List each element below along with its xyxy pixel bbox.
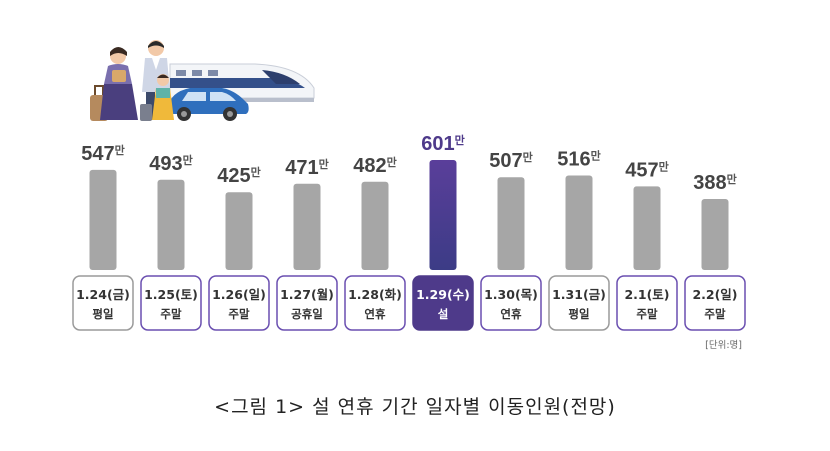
value-unit-7: 만 — [591, 149, 601, 163]
value-number-7: 516 — [557, 149, 590, 171]
value-label-3: 471만 — [285, 157, 329, 179]
value-number-5: 601 — [421, 133, 454, 155]
family-travel-illustration — [90, 40, 315, 121]
bar-1 — [157, 179, 185, 270]
bar-9 — [701, 198, 729, 270]
day-type-label-1: 주말 — [160, 307, 182, 321]
day-type-label-6: 연휴 — [500, 307, 522, 321]
child-figure — [152, 74, 174, 120]
value-label-2: 425만 — [217, 165, 261, 187]
value-unit-1: 만 — [183, 153, 193, 167]
value-number-3: 471 — [285, 157, 318, 179]
day-type-label-2: 주말 — [228, 307, 250, 321]
woman-figure — [100, 47, 138, 120]
value-unit-0: 만 — [115, 143, 125, 157]
bar-5 — [429, 160, 457, 270]
car-icon — [168, 88, 249, 121]
bar-6 — [497, 177, 525, 270]
day-type-label-3: 공휴일 — [291, 307, 323, 321]
value-number-0: 547 — [81, 143, 114, 165]
day-type-label-0: 평일 — [92, 307, 113, 321]
value-number-2: 425 — [217, 165, 250, 187]
bar-7 — [565, 175, 593, 270]
bar-4 — [361, 181, 389, 270]
category-label-7: 1.31(금) — [552, 287, 606, 302]
category-label-6: 1.30(목) — [484, 287, 538, 302]
value-label-7: 516만 — [557, 149, 601, 171]
category-label-9: 2.2(일) — [692, 287, 737, 302]
category-label-0: 1.24(금) — [76, 287, 130, 302]
value-label-1: 493만 — [149, 153, 193, 175]
small-suitcase-icon — [140, 104, 152, 121]
day-type-label-9: 주말 — [704, 307, 726, 321]
category-label-3: 1.27(월) — [280, 287, 334, 302]
value-number-4: 482 — [353, 155, 386, 177]
date-box-1 — [140, 275, 202, 331]
value-unit-2: 만 — [251, 165, 261, 179]
unit-note: [단위:명] — [705, 339, 742, 351]
day-type-label-4: 연휴 — [364, 307, 386, 321]
date-box-0 — [72, 275, 134, 331]
date-box-8 — [616, 275, 678, 331]
day-type-label-5: 설 — [438, 307, 449, 321]
value-number-1: 493 — [149, 153, 182, 175]
category-label-2: 1.26(일) — [212, 287, 266, 302]
day-type-label-7: 평일 — [568, 307, 589, 321]
date-box-5 — [412, 275, 474, 331]
value-unit-5: 만 — [455, 133, 465, 147]
value-label-0: 547만 — [81, 143, 125, 165]
date-box-2 — [208, 275, 270, 331]
value-number-9: 388 — [693, 172, 726, 194]
value-unit-9: 만 — [727, 172, 737, 186]
bar-0 — [89, 169, 117, 270]
value-number-6: 507 — [489, 150, 522, 172]
date-box-4 — [344, 275, 406, 331]
date-box-3 — [276, 275, 338, 331]
category-label-8: 2.1(토) — [624, 287, 669, 302]
value-label-5: 601만 — [421, 133, 465, 155]
date-box-7 — [548, 275, 610, 331]
value-number-8: 457 — [625, 159, 658, 181]
value-label-6: 507만 — [489, 150, 533, 172]
category-label-4: 1.28(화) — [348, 287, 402, 302]
value-label-9: 388만 — [693, 172, 737, 194]
bar-8 — [633, 186, 661, 270]
date-box-6 — [480, 275, 542, 331]
category-label-5: 1.29(수) — [416, 287, 470, 302]
value-unit-3: 만 — [319, 157, 329, 171]
figure-caption: <그림 1> 설 연휴 기간 일자별 이동인원(전망) — [214, 396, 616, 418]
bar-2 — [225, 192, 253, 270]
value-label-4: 482만 — [353, 155, 397, 177]
value-label-8: 457만 — [625, 159, 669, 181]
day-type-label-8: 주말 — [636, 307, 658, 321]
value-unit-4: 만 — [387, 155, 397, 169]
value-unit-8: 만 — [659, 159, 669, 173]
bar-3 — [293, 183, 321, 270]
date-box-9 — [684, 275, 746, 331]
category-label-1: 1.25(토) — [144, 287, 198, 302]
value-unit-6: 만 — [523, 150, 533, 164]
